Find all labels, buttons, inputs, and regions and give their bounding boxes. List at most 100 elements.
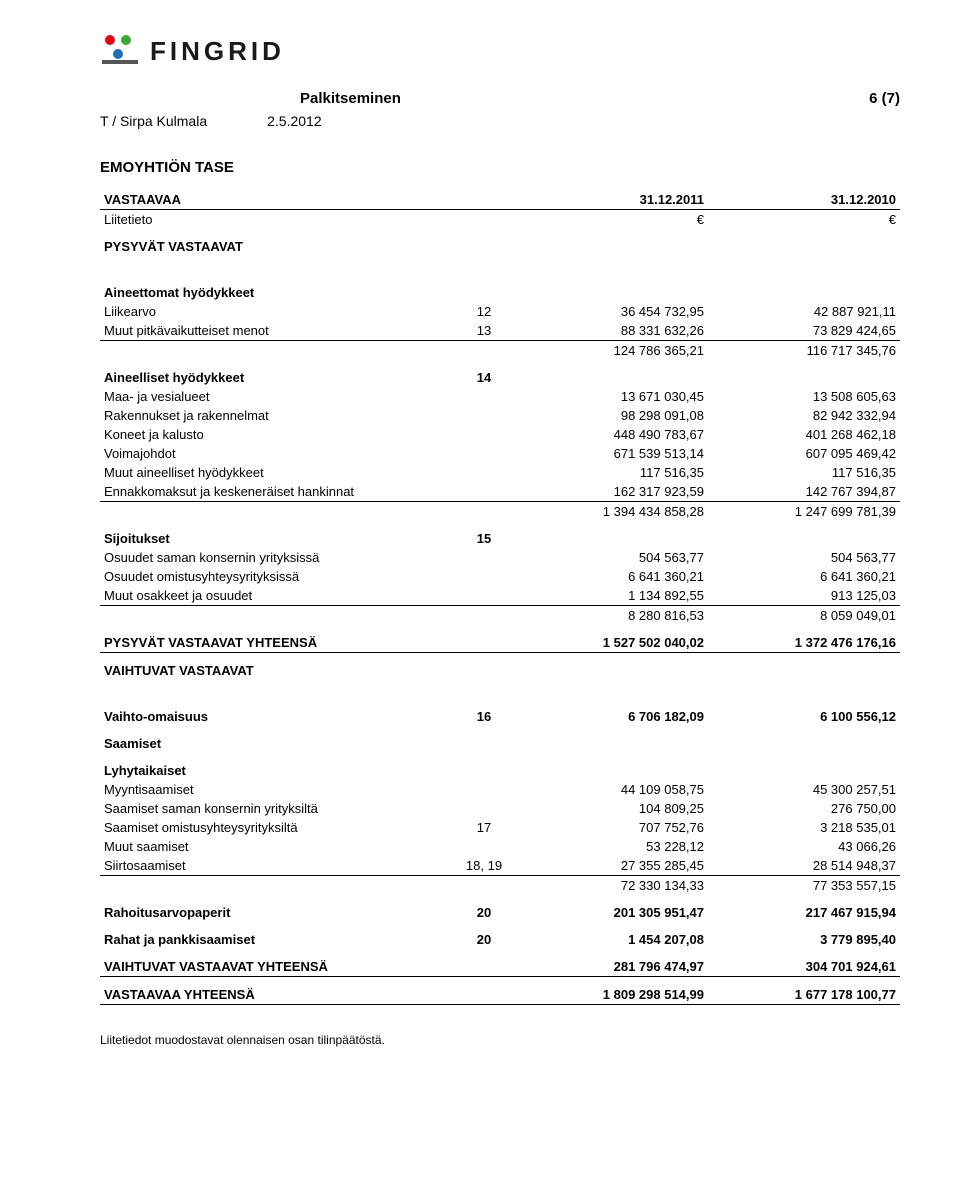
value-col-2: 6 100 556,12 (708, 699, 900, 726)
grand-total-col-1: 1 809 298 514,99 (516, 977, 708, 1005)
note-ref: 17 (452, 818, 516, 837)
note-ref (452, 548, 516, 567)
note-ref: 18, 19 (452, 856, 516, 876)
value-col-2: 73 829 424,65 (708, 321, 900, 341)
block-subheading: Sijoitukset (100, 521, 452, 548)
note-ref: 20 (452, 895, 516, 922)
line-label: Osuudet omistusyhteysyrityksissä (100, 567, 452, 586)
line-label: Voimajohdot (100, 444, 452, 463)
note-ref: 16 (452, 699, 516, 726)
value-col-1: 53 228,12 (516, 837, 708, 856)
document-page: FINGRID Palkitseminen 6 (7) T / Sirpa Ku… (0, 0, 960, 1087)
note-ref: 15 (452, 521, 516, 548)
value-col-2: 913 125,03 (708, 586, 900, 606)
brand-name: FINGRID (150, 36, 285, 67)
line-label: Siirtosaamiset (100, 856, 452, 876)
line-label: Muut pitkävaikutteiset menot (100, 321, 452, 341)
col-header-unit-2: € (708, 210, 900, 230)
doc-date: 2.5.2012 (267, 113, 322, 129)
line-label: Liikearvo (100, 302, 452, 321)
line-label-bold: Rahat ja pankkisaamiset (100, 922, 452, 949)
block-heading: VAIHTUVAT VASTAAVAT (100, 653, 452, 681)
value-col-1: 13 671 030,45 (516, 387, 708, 406)
value-col-2: 117 516,35 (708, 463, 900, 482)
doc-meta: T / Sirpa Kulmala 2.5.2012 (100, 113, 900, 129)
value-col-1: 6 641 360,21 (516, 567, 708, 586)
grand-total-col-2: 304 701 924,61 (708, 949, 900, 977)
value-col-2: 45 300 257,51 (708, 780, 900, 799)
col-header-label: VASTAAVAA (100, 190, 452, 210)
grand-total-col-1: 1 527 502 040,02 (516, 625, 708, 653)
note-ref: 14 (452, 360, 516, 387)
line-label: Muut saamiset (100, 837, 452, 856)
value-col-2: 43 066,26 (708, 837, 900, 856)
value-col-1: 671 539 513,14 (516, 444, 708, 463)
value-col-1: 504 563,77 (516, 548, 708, 567)
note-ref (452, 780, 516, 799)
fingrid-logo-icon (100, 30, 142, 72)
value-col-2: 504 563,77 (708, 548, 900, 567)
grand-total-label: VAIHTUVAT VASTAAVAT YHTEENSÄ (100, 949, 452, 977)
note-ref: 13 (452, 321, 516, 341)
grand-total-col-2: 1 372 476 176,16 (708, 625, 900, 653)
line-label: Koneet ja kalusto (100, 425, 452, 444)
value-col-2: 13 508 605,63 (708, 387, 900, 406)
line-label: Muut osakkeet ja osuudet (100, 586, 452, 606)
line-label-bold: Rahoitusarvopaperit (100, 895, 452, 922)
page-number: 6 (7) (869, 90, 900, 107)
note-ref (452, 567, 516, 586)
value-col-2: 28 514 948,37 (708, 856, 900, 876)
note-ref (452, 482, 516, 502)
value-col-2: 82 942 332,94 (708, 406, 900, 425)
value-col-2: 142 767 394,87 (708, 482, 900, 502)
note-ref (452, 425, 516, 444)
doc-author: T / Sirpa Kulmala (100, 113, 207, 129)
value-col-2: 607 095 469,42 (708, 444, 900, 463)
subtotal-col-1: 124 786 365,21 (516, 341, 708, 361)
block-subheading: Aineelliset hyödykkeet (100, 360, 452, 387)
value-col-1: 36 454 732,95 (516, 302, 708, 321)
line-label: Myyntisaamiset (100, 780, 452, 799)
subtotal-col-1: 1 394 434 858,28 (516, 502, 708, 522)
note-ref (452, 444, 516, 463)
subtotal-col-1: 72 330 134,33 (516, 876, 708, 896)
balance-sheet-table: VASTAAVAA31.12.201131.12.2010Liitetieto€… (100, 190, 900, 1005)
section-title: EMOYHTIÖN TASE (100, 159, 900, 176)
subtotal-col-2: 77 353 557,15 (708, 876, 900, 896)
value-col-1: 707 752,76 (516, 818, 708, 837)
value-col-1: 1 454 207,08 (516, 922, 708, 949)
value-col-2: 6 641 360,21 (708, 567, 900, 586)
value-col-2: 217 467 915,94 (708, 895, 900, 922)
note-ref: 12 (452, 302, 516, 321)
footnote: Liitetiedot muodostavat olennaisen osan … (100, 1033, 900, 1047)
note-ref (452, 387, 516, 406)
block-subheading: Aineettomat hyödykkeet (100, 275, 452, 302)
line-label: Muut aineelliset hyödykkeet (100, 463, 452, 482)
value-col-1: 1 134 892,55 (516, 586, 708, 606)
value-col-1: 117 516,35 (516, 463, 708, 482)
value-col-1: 201 305 951,47 (516, 895, 708, 922)
subtotal-col-2: 8 059 049,01 (708, 606, 900, 626)
grand-total-label: PYSYVÄT VASTAAVAT YHTEENSÄ (100, 625, 452, 653)
value-col-2: 3 218 535,01 (708, 818, 900, 837)
line-label: Saamiset saman konsernin yrityksiltä (100, 799, 452, 818)
value-col-1: 104 809,25 (516, 799, 708, 818)
value-col-2: 3 779 895,40 (708, 922, 900, 949)
value-col-1: 162 317 923,59 (516, 482, 708, 502)
note-ref (452, 799, 516, 818)
line-label: Osuudet saman konsernin yrityksissä (100, 548, 452, 567)
value-col-1: 27 355 285,45 (516, 856, 708, 876)
value-col-1: 88 331 632,26 (516, 321, 708, 341)
value-col-1: 98 298 091,08 (516, 406, 708, 425)
value-col-1: 448 490 783,67 (516, 425, 708, 444)
note-ref (452, 406, 516, 425)
line-label-bold: Vaihto-omaisuus (100, 699, 452, 726)
grand-total-col-1: 281 796 474,97 (516, 949, 708, 977)
value-col-2: 42 887 921,11 (708, 302, 900, 321)
grand-total-label: VASTAAVAA YHTEENSÄ (100, 977, 452, 1005)
col-header-date-2: 31.12.2010 (708, 190, 900, 210)
subtotal-col-2: 1 247 699 781,39 (708, 502, 900, 522)
block-subheading: Saamiset (100, 726, 452, 753)
subtotal-col-2: 116 717 345,76 (708, 341, 900, 361)
brand-logo: FINGRID (100, 30, 900, 72)
